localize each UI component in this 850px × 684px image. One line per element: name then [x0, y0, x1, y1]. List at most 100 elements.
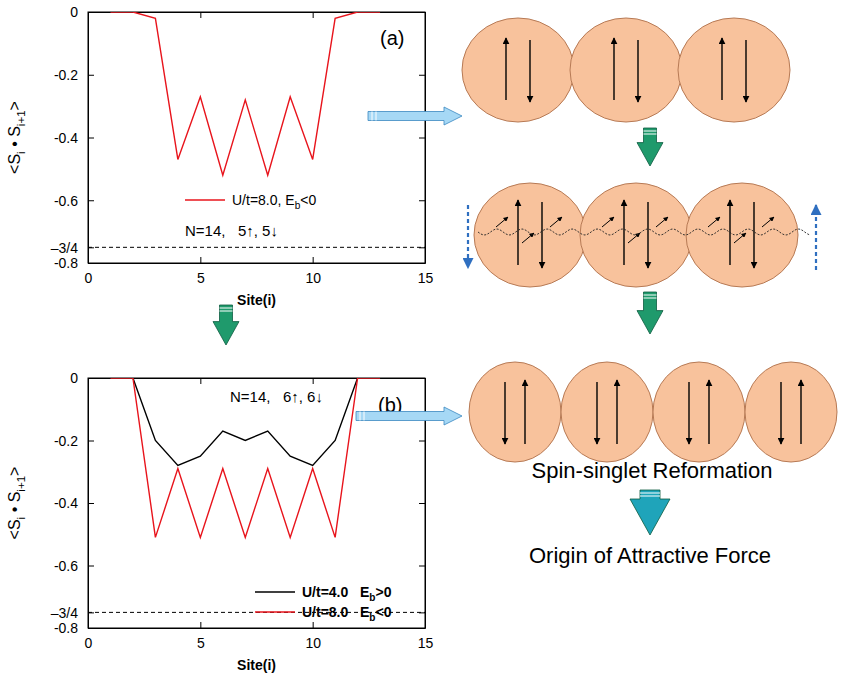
tick-mark	[313, 257, 314, 263]
tick: 0	[70, 4, 94, 20]
tick-mark	[200, 12, 201, 18]
tick-label: -0.2	[54, 433, 78, 449]
tick	[419, 566, 425, 567]
tick	[419, 263, 425, 264]
tick-label: -0.6	[54, 193, 78, 209]
tick-mark	[419, 138, 425, 139]
site-circle	[469, 362, 561, 462]
panel-label: (a)	[380, 27, 404, 49]
tick-mark	[419, 441, 425, 442]
spin-arrow	[721, 38, 722, 100]
tick-mark	[313, 378, 314, 384]
tick: -0.4	[54, 495, 94, 511]
tick-label: 0	[85, 270, 93, 286]
tick-label: -0.2	[54, 67, 78, 83]
flow-arrow-stripe	[220, 308, 233, 309]
legend-label: U/t=8.0 Eb<0	[302, 604, 392, 623]
diagram-label: Spin-singlet Reformation	[532, 458, 773, 483]
x-axis-title: Site(i)	[237, 292, 276, 308]
tick	[200, 12, 201, 18]
flow-arrow-stripe	[220, 311, 233, 312]
tick-mark	[419, 503, 425, 504]
tick-label: 5	[197, 635, 205, 651]
flow-arrow	[637, 128, 663, 166]
legend-swatch	[185, 199, 225, 200]
spin-arrow-small	[762, 217, 774, 227]
fluctuation-wave	[478, 229, 810, 235]
legend-label: U/t=4.0 Eb>0	[302, 584, 392, 603]
spin-arrow	[745, 40, 746, 102]
tick-mark	[88, 138, 94, 139]
axis-line	[425, 13, 426, 264]
tick-label: -0.6	[54, 558, 78, 574]
spin-arrow	[753, 202, 754, 268]
tick-mark	[419, 263, 425, 264]
site-circle	[580, 183, 692, 287]
flow-arrow-stripe	[644, 134, 657, 135]
spin-arrow	[541, 202, 542, 268]
axis-line	[89, 628, 426, 629]
tick: 0	[70, 370, 94, 386]
flow-arrow-stripe	[360, 412, 361, 421]
tick-mark	[419, 12, 425, 13]
tick-label: -0.8	[54, 255, 78, 271]
spin-arrow	[800, 380, 801, 444]
tick: 10	[305, 257, 321, 286]
axis	[89, 378, 426, 384]
legend: U/t=4.0 Eb>0U/t=8.0 Eb<0	[255, 584, 392, 623]
site-circle	[561, 362, 653, 462]
legend-swatch	[255, 611, 295, 612]
spin-arrow-small	[550, 217, 562, 227]
tick	[419, 503, 425, 504]
tick-mark	[313, 622, 314, 628]
flow-arrow-stripe	[644, 298, 657, 299]
spin-arrow	[623, 200, 624, 265]
flow-arrow-stripe	[640, 496, 660, 497]
legend: U/t=8.0, Eb<0	[185, 192, 316, 211]
spin-arrow	[504, 382, 505, 444]
reference-line	[88, 247, 425, 248]
tick: -0.2	[54, 67, 94, 83]
tick-label: 15	[418, 270, 434, 286]
tick-label: 5	[197, 270, 205, 286]
tick-mark	[200, 622, 201, 628]
spin-arrow	[637, 40, 638, 102]
tick-label: 0	[70, 4, 78, 20]
axis	[89, 12, 426, 18]
flow-arrow	[630, 490, 670, 535]
spin-arrow	[517, 200, 518, 265]
annotation: N=14, 5↑, 5↓	[185, 222, 278, 239]
tick: -0.6	[54, 193, 94, 209]
diagram: Spin-singlet Reformation Origin of Attrac…	[213, 18, 837, 568]
spin-arrow-small	[602, 217, 614, 227]
flow-arrow	[637, 292, 663, 334]
tick-mark	[88, 263, 94, 264]
series-line	[110, 12, 380, 175]
tick-label: –3/4	[51, 240, 78, 256]
tick-label: 10	[305, 635, 321, 651]
tick: -0.2	[54, 433, 94, 449]
figure: 0510150-0.2-0.4-0.6–3/4-0.8U/t=8.0, Eb<0…	[0, 0, 850, 684]
tick-label: –3/4	[51, 605, 78, 621]
site-circle	[678, 18, 790, 122]
diagram-label: Origin of Attractive Force	[529, 543, 771, 568]
flow-arrow-stripe	[376, 112, 377, 121]
plot-area	[88, 12, 425, 247]
spin-arrow	[505, 38, 506, 100]
tick: 5	[197, 257, 205, 286]
axis	[419, 13, 426, 264]
site-circle	[570, 18, 682, 122]
tick-mark	[88, 378, 94, 379]
spin-arrow-small	[708, 217, 720, 227]
tick	[419, 441, 425, 442]
tick	[419, 12, 425, 13]
spin-arrow	[596, 382, 597, 444]
panel: 0510150-0.2-0.4-0.6–3/4-0.8U/t=8.0, Eb<0…	[6, 4, 433, 308]
tick-mark	[419, 378, 425, 379]
tick: 5	[197, 622, 205, 651]
spin-arrow	[529, 40, 530, 102]
tick	[419, 378, 425, 379]
legend-label: U/t=8.0, Eb<0	[232, 192, 316, 211]
tick-mark	[88, 628, 94, 629]
flow-arrow	[356, 407, 462, 425]
